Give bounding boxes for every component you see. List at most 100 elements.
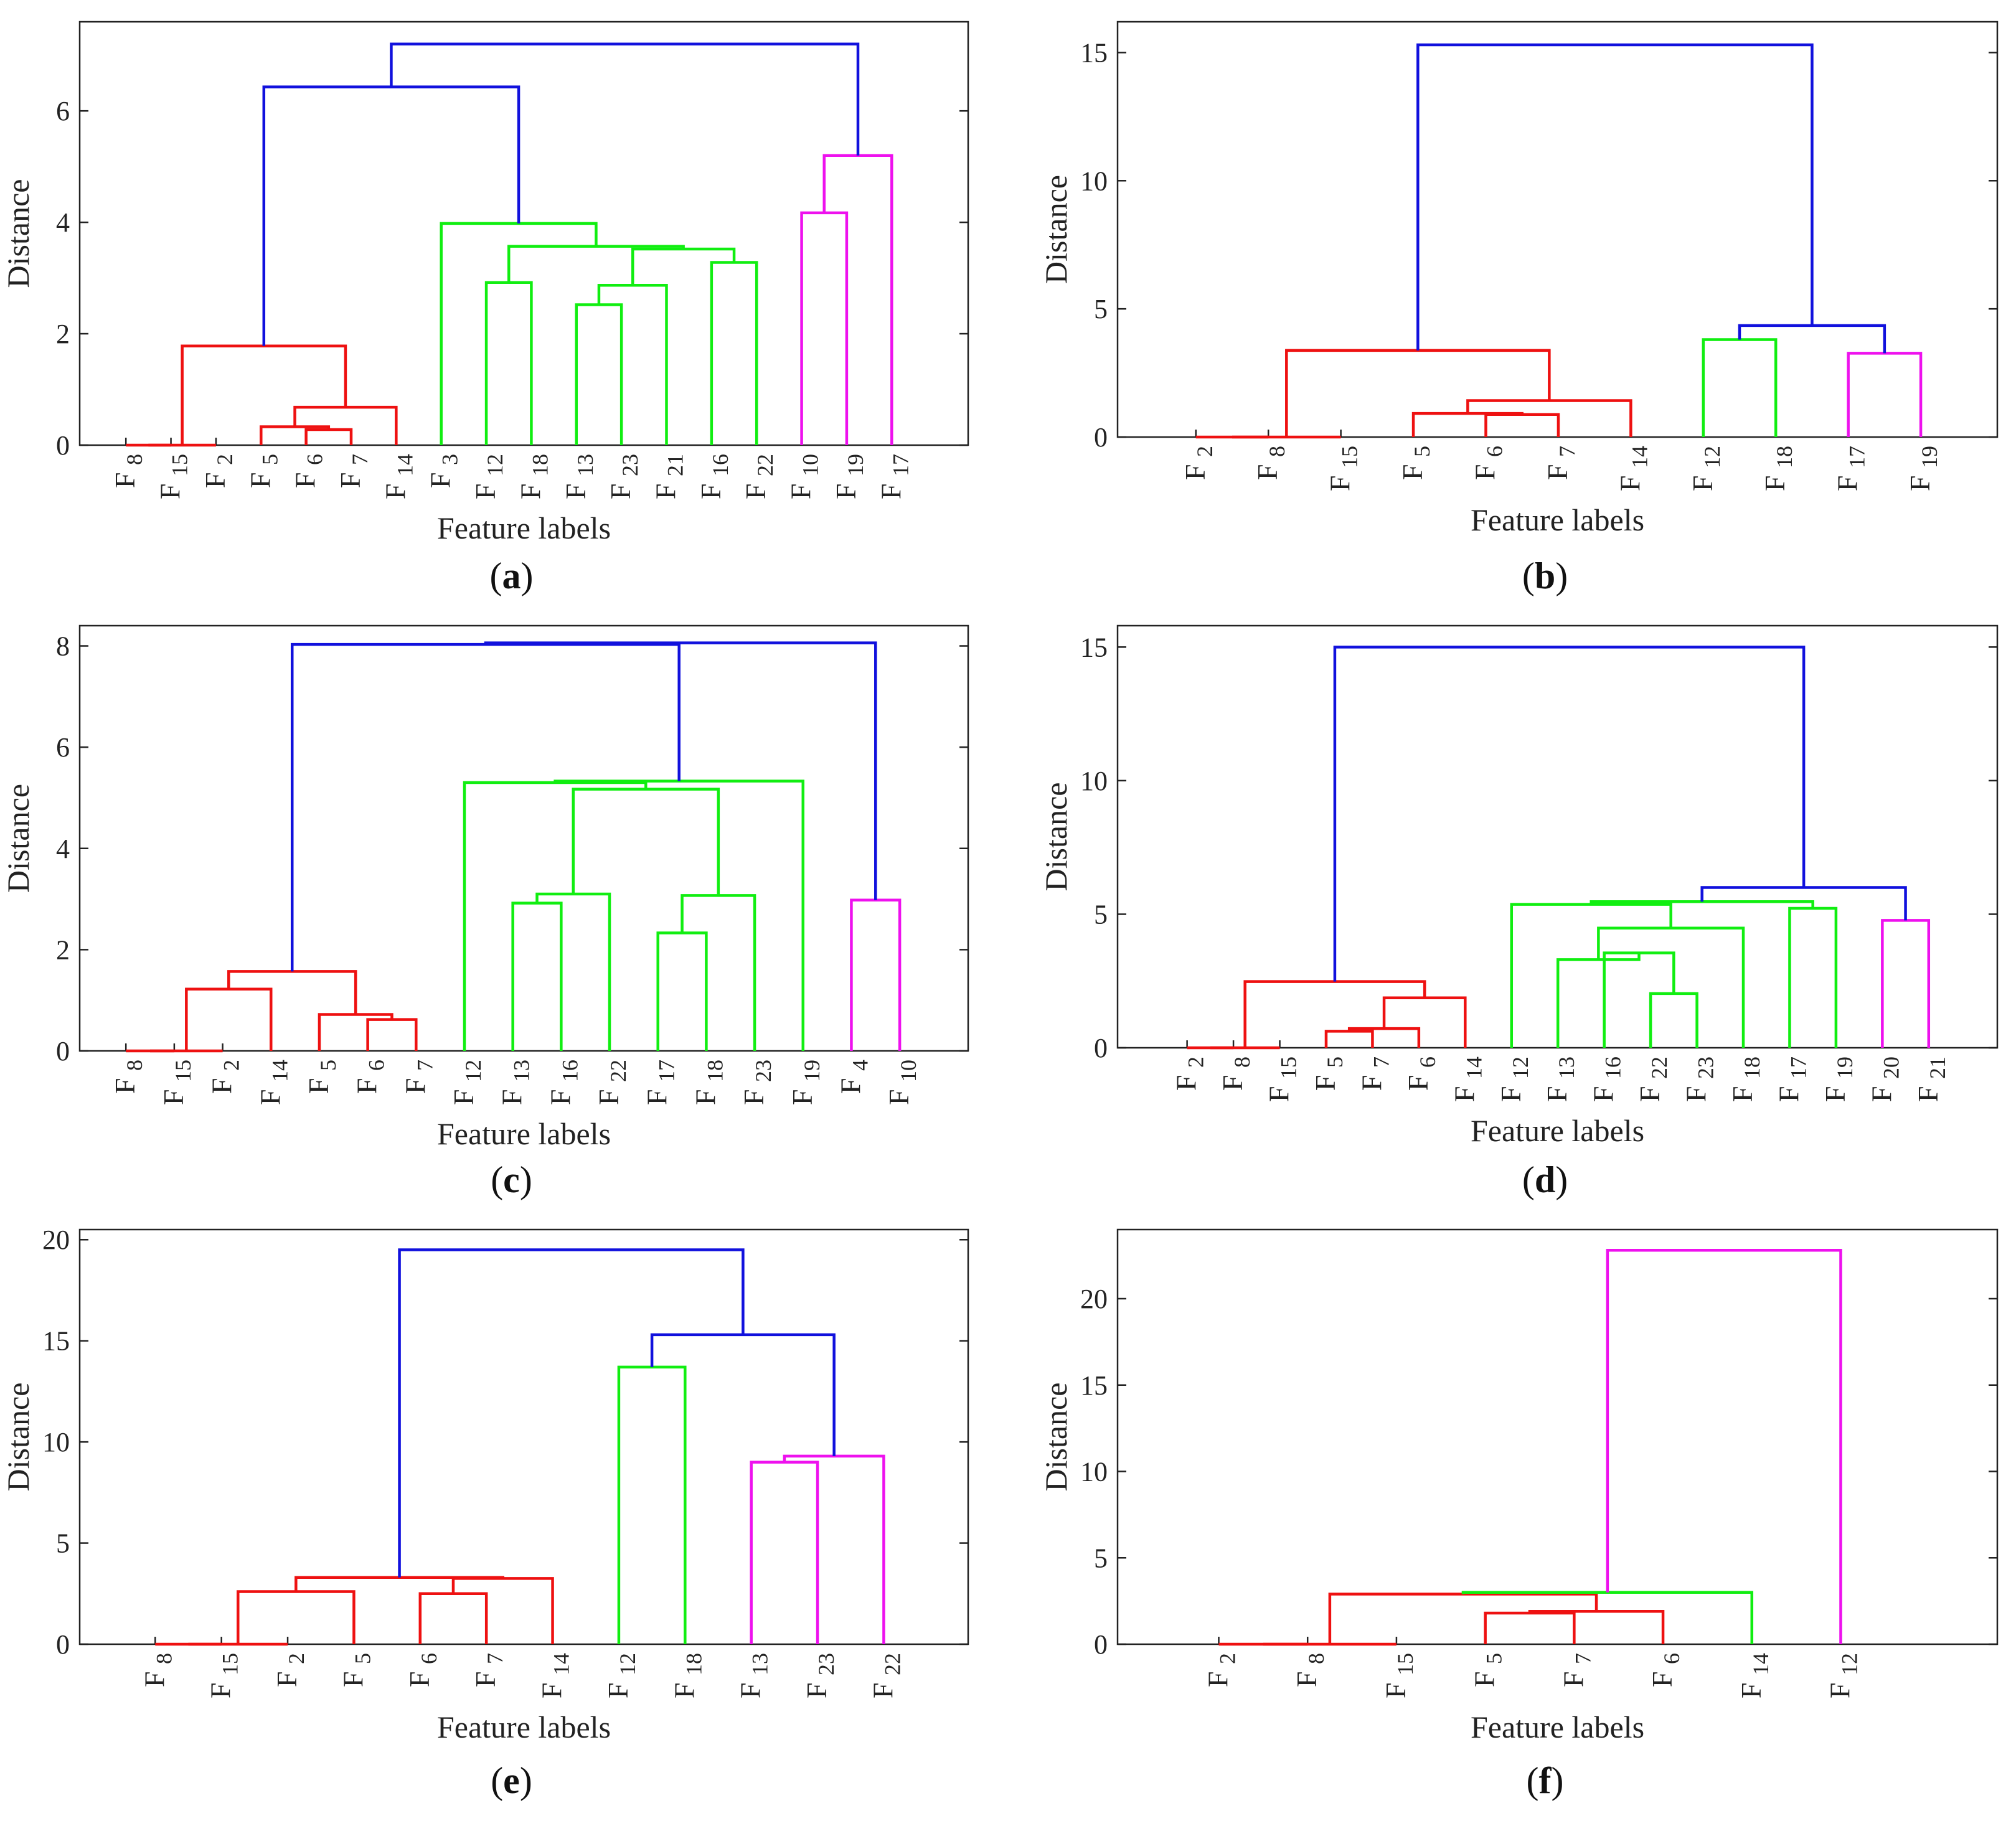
dendrogram-link: [260, 425, 331, 445]
leaf-label: F 15: [1380, 1653, 1418, 1698]
dendrogram-link: [631, 247, 736, 286]
leaf-label: F 18: [668, 1653, 706, 1698]
leaf-label: F 23: [1680, 1057, 1718, 1102]
panel-f: 0 5 10 15 20 F 2 F 8 F 15 F 5 F 7 F 6 F 14 F 12 Featu…: [1039, 1228, 1999, 1801]
leaf-label: F 8: [109, 1060, 147, 1094]
y-tick-label: 6: [56, 732, 70, 763]
y-axis-title: Distance: [1039, 1383, 1073, 1492]
leaf-label: F 7: [1557, 1653, 1595, 1687]
leaf-label: F 7: [1542, 446, 1580, 480]
leaf-label: F 20: [1865, 1057, 1903, 1102]
dendrogram-link: [656, 931, 708, 1051]
leaf-label: F 22: [1634, 1057, 1672, 1102]
x-axis-title: Feature labels: [1471, 502, 1644, 537]
leaf-label: F 10: [883, 1060, 921, 1105]
leaf-label: F 6: [351, 1060, 389, 1094]
dendrogram-link: [418, 1592, 488, 1644]
dendrogram-link: [1484, 413, 1560, 437]
x-axis-title: Feature labels: [1471, 1113, 1644, 1148]
dendrogram-link: [783, 1454, 885, 1644]
leaf-label: F 7: [469, 1653, 507, 1687]
leaf-label: F 3: [425, 454, 463, 488]
plot-frame: [78, 1228, 969, 1645]
leaf-label: F 14: [1614, 446, 1652, 491]
leaf-label: F 18: [1726, 1057, 1764, 1102]
dendrogram-link: [1328, 1593, 1598, 1644]
leaf-label: F 17: [1773, 1057, 1811, 1102]
leaf-label: F 14: [254, 1060, 292, 1105]
leaf-label: F 4: [834, 1060, 872, 1094]
leaf-label: F 5: [1309, 1057, 1347, 1091]
plot-frame: [1116, 1228, 1999, 1645]
leaf-label: F 17: [1832, 446, 1870, 491]
dendrogram-link: [1411, 412, 1524, 437]
panel-caption: (c): [491, 1159, 532, 1200]
x-axis-title: Feature labels: [437, 1710, 611, 1744]
y-tick-label: 15: [42, 1326, 70, 1357]
dendrogram-link: [1416, 43, 1814, 351]
plot-frame: [78, 21, 969, 446]
panel-caption: (b): [1522, 555, 1568, 596]
leaf-label: F 6: [403, 1653, 441, 1687]
y-tick-label: 4: [56, 834, 70, 864]
dendrogram-link: [535, 892, 611, 1051]
leaf-label: F 12: [1824, 1653, 1862, 1698]
leaf-label: F 21: [649, 454, 687, 499]
panel-caption: (f): [1527, 1760, 1564, 1801]
leaf-label: F 14: [1448, 1057, 1486, 1102]
leaf-label: F 6: [1402, 1057, 1440, 1091]
dendrogram-link: [750, 1461, 819, 1644]
leaf-label: F 12: [602, 1653, 640, 1698]
dendrogram-link: [1528, 1610, 1665, 1644]
dendrogram-link: [710, 261, 758, 445]
leaf-label: F 13: [560, 454, 598, 499]
y-tick-label: 2: [56, 319, 70, 349]
leaf-label: F 12: [448, 1060, 486, 1105]
y-tick-label: 0: [1094, 1033, 1108, 1063]
leaf-label: F 12: [1495, 1057, 1533, 1102]
leaf-label: F 15: [1324, 446, 1362, 491]
dendrogram-link: [1606, 1249, 1842, 1644]
dendrogram-link: [484, 281, 533, 445]
panel-c: 0 2 4 6 8 F 8 F 15 F 2 F 14 F 5 F 6 F 7 F 12 F 13 F 16…: [1, 624, 969, 1200]
y-tick-label: 0: [56, 1036, 70, 1066]
y-tick-label: 10: [1080, 1457, 1108, 1487]
dendrogram-link: [1700, 886, 1907, 921]
y-tick-label: 0: [56, 1629, 70, 1660]
leaf-label: F 22: [593, 1060, 631, 1105]
dendrogram-link: [318, 1013, 393, 1051]
panel-e: 0 5 10 15 20 F 8 F 15 F 2 F 5 F 6 F 7 F 14 F 12 F 18 F…: [1, 1225, 969, 1801]
dendrogram-link: [1603, 951, 1675, 1048]
dendrogram-link: [1847, 352, 1923, 437]
leaf-label: F 18: [689, 1060, 727, 1105]
leaf-label: F 16: [544, 1060, 582, 1105]
leaf-label: F 14: [1735, 1653, 1773, 1698]
leaf-label: F 15: [154, 454, 192, 499]
leaf-label: F 2: [271, 1653, 309, 1687]
dendrogram-link: [185, 987, 273, 1051]
y-axis-title: Distance: [1, 784, 35, 893]
leaf-label: F 19: [1904, 446, 1942, 491]
leaf-label: F 17: [641, 1060, 679, 1105]
dendrogram-link: [572, 788, 720, 896]
leaf-label: F 8: [138, 1653, 176, 1687]
plot-frame: [1116, 21, 1999, 438]
leaf-label: F 14: [379, 454, 417, 499]
leaf-label: F 7: [399, 1060, 437, 1094]
leaf-label: F 2: [1171, 1057, 1208, 1091]
panel-caption: (e): [491, 1760, 532, 1801]
dendrogram-link: [575, 303, 623, 445]
dendrogram-link: [293, 405, 398, 445]
dendrogram-link: [390, 42, 860, 156]
dendrogram-link: [237, 1590, 356, 1644]
leaf-label: F 7: [334, 454, 372, 488]
leaf-label: F 8: [1251, 446, 1289, 480]
leaf-label: F 13: [496, 1060, 534, 1105]
plot-frame: [78, 624, 969, 1052]
y-tick-label: 10: [42, 1427, 70, 1457]
dendrogram-link: [181, 344, 347, 445]
leaf-label: F 21: [1912, 1057, 1950, 1102]
leaf-label: F 2: [199, 454, 237, 488]
y-tick-label: 6: [56, 96, 70, 126]
